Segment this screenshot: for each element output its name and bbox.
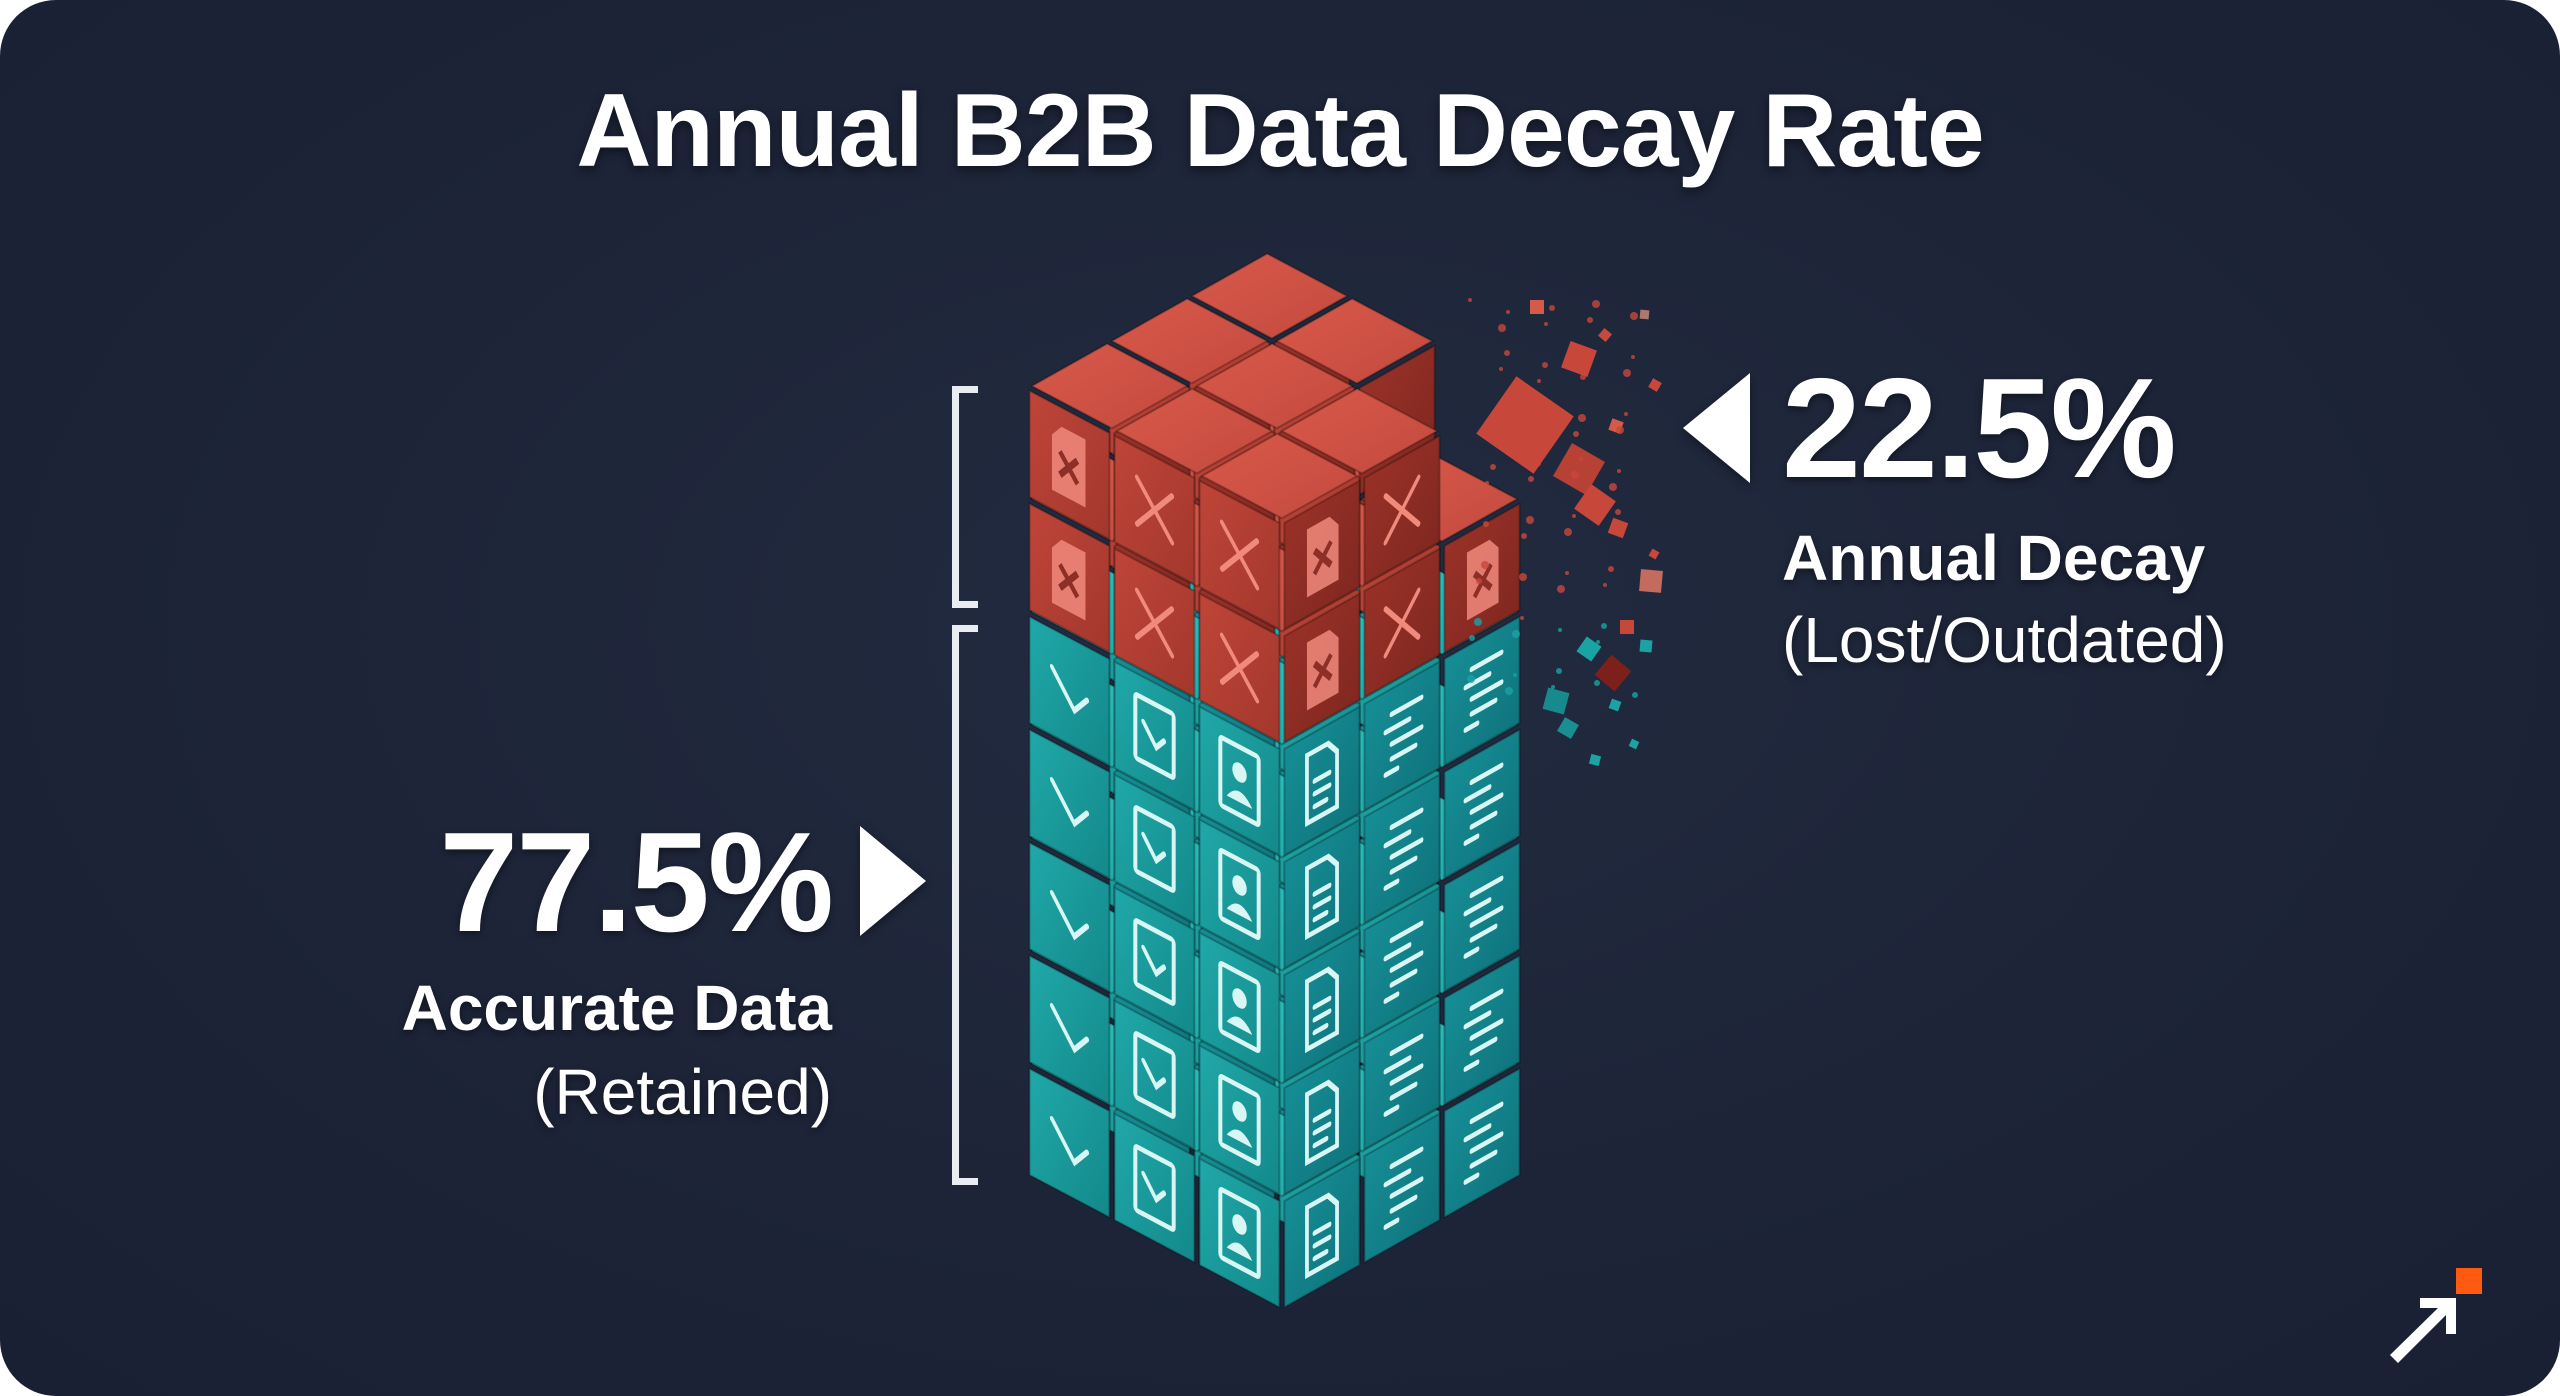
debris-particle	[1574, 484, 1616, 526]
code-lines-icon	[1383, 1146, 1424, 1230]
user-profile-icon	[1218, 735, 1261, 827]
decay-percentage: 22.5%	[1782, 349, 2177, 508]
broken-document-icon	[1306, 516, 1339, 598]
debris-particle	[1639, 309, 1650, 320]
broken-document-icon	[1051, 539, 1086, 621]
code-lines-icon	[1463, 988, 1504, 1072]
debris-particle	[1588, 753, 1602, 767]
retained-cube-right-face	[1283, 1157, 1361, 1309]
retained-cube-right-face	[1283, 705, 1361, 857]
retained-bracket	[952, 625, 978, 1185]
retained-cube-right-face	[1283, 1044, 1361, 1196]
broken-document-icon	[1466, 539, 1499, 621]
x-mark-icon	[1134, 587, 1175, 659]
checkmark-icon	[1049, 1115, 1090, 1167]
debris-particle	[1553, 443, 1605, 495]
checkmark-icon	[1049, 1002, 1090, 1054]
checkmark-icon	[1049, 776, 1090, 828]
retained-sublabel: (Retained)	[533, 1056, 832, 1128]
code-lines-icon	[1463, 649, 1504, 733]
checkmark-icon	[1049, 663, 1090, 715]
debris-particle	[1542, 687, 1570, 715]
x-mark-icon	[1383, 474, 1421, 546]
debris-particle	[1607, 517, 1629, 539]
decayed-cube-top-face	[1199, 432, 1360, 520]
retained-cube-right-face	[1283, 818, 1361, 970]
page-title: Annual B2B Data Decay Rate	[576, 73, 1984, 189]
code-lines-icon	[1383, 920, 1424, 1004]
decayed-cube-top-face	[1194, 342, 1355, 430]
user-profile-icon	[1218, 848, 1261, 940]
retained-cube-right-face	[1283, 931, 1361, 1083]
decay-sublabel: (Lost/Outdated)	[1782, 604, 2227, 676]
debris-particle	[1576, 636, 1602, 662]
decayed-cube-top-face	[1274, 297, 1435, 385]
decayed-cube-top-face	[1029, 342, 1190, 430]
x-mark-icon	[1219, 632, 1260, 704]
document-icon	[1305, 966, 1339, 1054]
document-icon	[1305, 1079, 1339, 1167]
code-lines-icon	[1463, 875, 1504, 959]
debris-particle	[1628, 738, 1640, 750]
debris-particle	[1557, 717, 1579, 739]
checkbox-icon	[1133, 805, 1176, 893]
debris-particle	[1608, 698, 1622, 712]
triangle-right-icon	[860, 826, 926, 936]
debris-particle	[1476, 376, 1574, 474]
document-icon	[1305, 740, 1339, 828]
x-mark-icon	[1134, 474, 1175, 546]
decayed-cube-top-face	[1279, 387, 1440, 475]
checkbox-icon	[1133, 918, 1176, 1006]
code-lines-icon	[1383, 1033, 1424, 1117]
debris-particle	[1597, 327, 1613, 343]
decayed-cube-top-face	[1189, 252, 1350, 340]
decayed-cube-top-face	[1114, 387, 1275, 475]
debris-particle	[1561, 341, 1597, 377]
retained-cube-left-face	[1028, 728, 1111, 880]
code-lines-icon	[1383, 694, 1424, 778]
user-profile-icon	[1218, 1074, 1261, 1166]
retained-percentage: 77.5%	[439, 803, 834, 962]
code-lines-icon	[1383, 807, 1424, 891]
retained-cube-left-face	[1028, 1067, 1111, 1219]
debris-particle	[1620, 620, 1634, 634]
document-icon	[1305, 853, 1339, 941]
checkbox-icon	[1133, 692, 1176, 780]
document-icon	[1305, 1192, 1339, 1280]
broken-document-icon	[1306, 629, 1339, 711]
retained-cube-left-face	[1028, 615, 1111, 767]
x-mark-icon	[1219, 519, 1260, 591]
code-lines-icon	[1463, 1101, 1504, 1185]
checkbox-icon	[1133, 1144, 1176, 1232]
decay-bracket	[952, 386, 978, 608]
debris-particle	[1648, 548, 1660, 560]
debris-particle	[1639, 639, 1653, 653]
checkbox-icon	[1133, 1031, 1176, 1119]
decay-label: Annual Decay	[1782, 522, 2206, 594]
code-lines-icon	[1463, 762, 1504, 846]
checkmark-icon	[1049, 889, 1090, 941]
retained-label: Accurate Data	[401, 972, 832, 1044]
user-profile-icon	[1218, 961, 1261, 1053]
decayed-cube-top-face	[1109, 297, 1270, 385]
debris-particle	[1594, 654, 1632, 692]
debris-particle	[1530, 300, 1544, 314]
retained-label-group: 77.5% Accurate Data (Retained)	[401, 803, 834, 1128]
retained-cube-left-face	[1028, 954, 1111, 1106]
retained-cube-left-face	[1028, 841, 1111, 993]
x-mark-icon	[1383, 587, 1421, 659]
triangle-left-icon	[1683, 373, 1750, 483]
debris-particle	[1639, 569, 1663, 593]
decay-label-group: 22.5% Annual Decay (Lost/Outdated)	[1782, 349, 2227, 676]
broken-document-icon	[1051, 426, 1086, 508]
arrow-up-right-icon	[2390, 1268, 2482, 1363]
debris-particle	[1648, 378, 1662, 392]
user-profile-icon	[1218, 1187, 1261, 1279]
decay-debris-particles	[1467, 298, 1663, 767]
